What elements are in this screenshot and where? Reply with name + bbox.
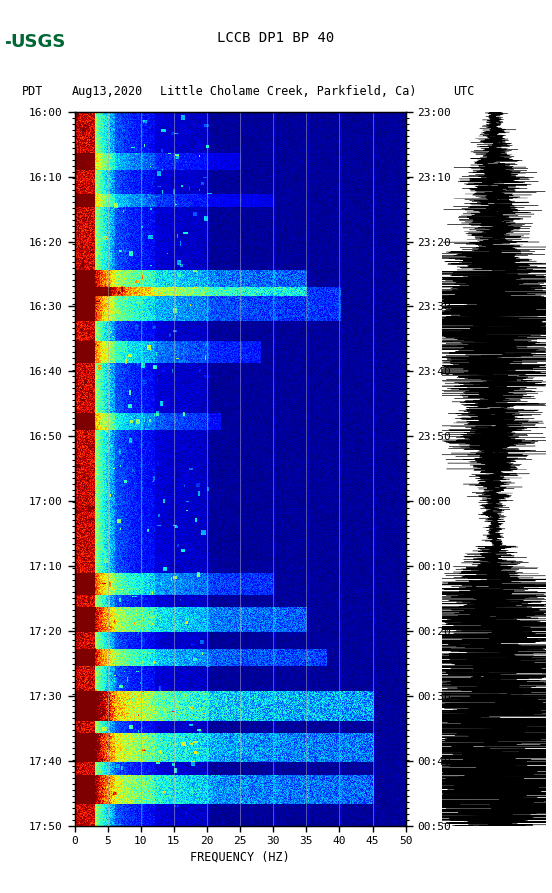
Text: UTC: UTC [453, 85, 474, 98]
Text: Little Cholame Creek, Parkfield, Ca): Little Cholame Creek, Parkfield, Ca) [160, 85, 417, 98]
Text: Aug13,2020: Aug13,2020 [72, 85, 143, 98]
X-axis label: FREQUENCY (HZ): FREQUENCY (HZ) [190, 851, 290, 864]
Text: USGS: USGS [10, 33, 66, 52]
Text: LCCB DP1 BP 40: LCCB DP1 BP 40 [217, 31, 335, 46]
Text: PDT: PDT [22, 85, 44, 98]
